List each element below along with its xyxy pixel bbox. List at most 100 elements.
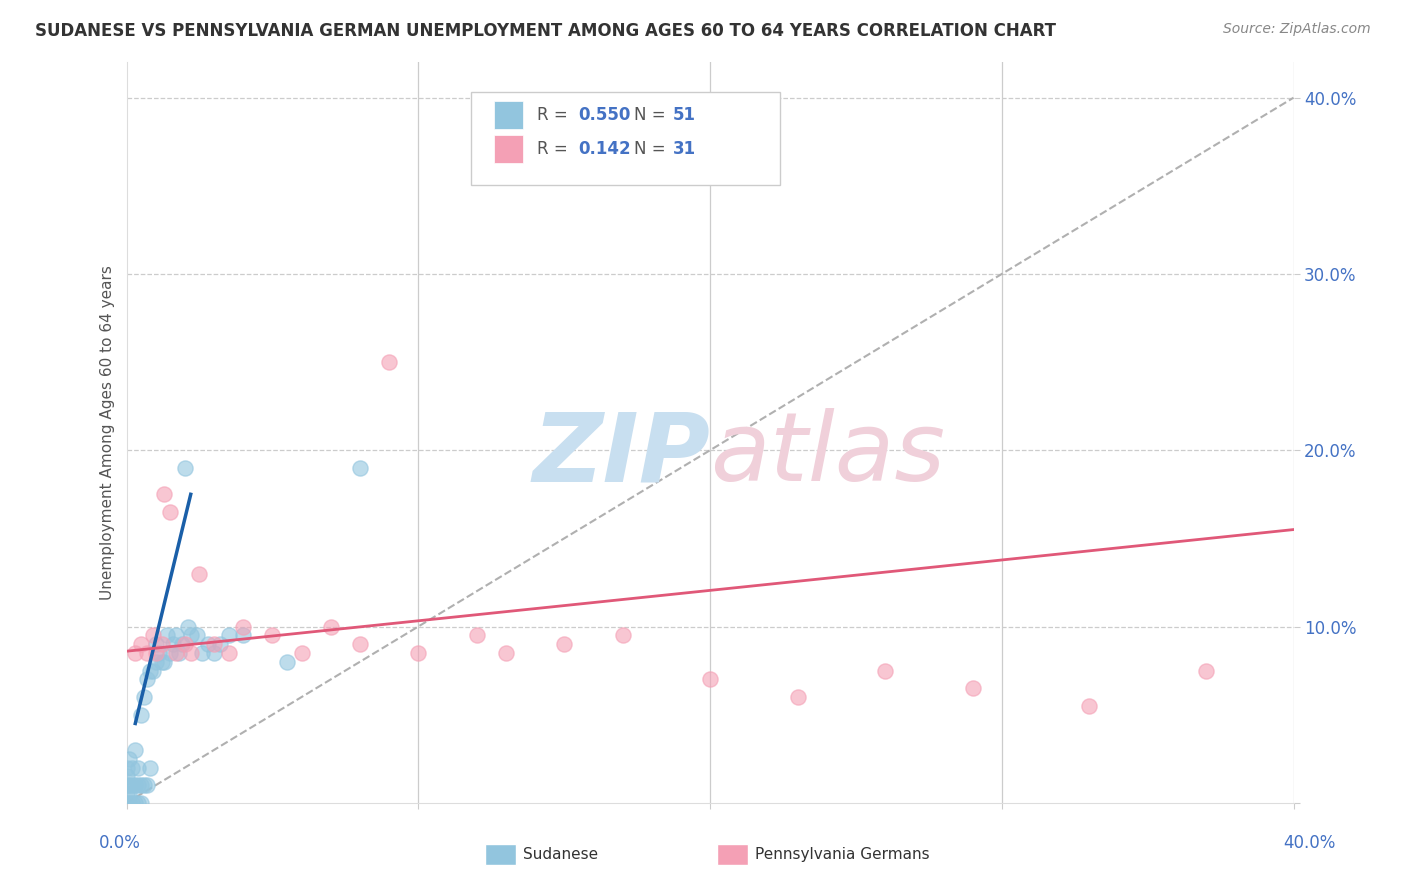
- FancyBboxPatch shape: [494, 135, 523, 163]
- Point: [115, 787, 138, 801]
- Point: [121, 796, 143, 810]
- Text: Pennsylvania Germans: Pennsylvania Germans: [755, 847, 929, 862]
- Point: [202, 646, 225, 660]
- Point: [232, 619, 254, 633]
- Point: [180, 646, 202, 660]
- Point: [378, 355, 401, 369]
- Point: [349, 637, 371, 651]
- Point: [159, 505, 181, 519]
- Point: [319, 619, 342, 633]
- Point: [139, 760, 162, 774]
- Text: Sudanese: Sudanese: [523, 847, 598, 862]
- Point: [124, 778, 146, 792]
- Text: R =: R =: [537, 140, 574, 158]
- Point: [177, 619, 200, 633]
- Point: [136, 778, 159, 792]
- Point: [142, 628, 165, 642]
- Point: [612, 628, 634, 642]
- Point: [465, 628, 488, 642]
- Text: ZIP: ZIP: [531, 409, 710, 501]
- Point: [174, 461, 197, 475]
- Point: [145, 646, 167, 660]
- Text: R =: R =: [537, 106, 574, 124]
- Point: [145, 637, 167, 651]
- Point: [553, 637, 575, 651]
- Point: [167, 646, 190, 660]
- Point: [191, 646, 214, 660]
- Point: [118, 752, 141, 766]
- Text: 0.0%: 0.0%: [98, 834, 141, 852]
- Point: [153, 487, 176, 501]
- Point: [159, 646, 181, 660]
- Point: [132, 778, 155, 792]
- Point: [180, 628, 202, 642]
- Point: [218, 628, 240, 642]
- Point: [121, 778, 143, 792]
- Y-axis label: Unemployment Among Ages 60 to 64 years: Unemployment Among Ages 60 to 64 years: [100, 265, 115, 600]
- Point: [156, 628, 179, 642]
- Point: [124, 796, 146, 810]
- Point: [148, 646, 170, 660]
- Point: [124, 646, 146, 660]
- Point: [132, 690, 155, 704]
- Point: [174, 637, 197, 651]
- Point: [142, 664, 165, 678]
- Point: [786, 690, 808, 704]
- Point: [202, 637, 225, 651]
- Point: [262, 628, 284, 642]
- Point: [115, 769, 138, 783]
- Point: [115, 760, 138, 774]
- Point: [129, 796, 152, 810]
- Point: [115, 796, 138, 810]
- Point: [129, 637, 152, 651]
- Point: [129, 707, 152, 722]
- FancyBboxPatch shape: [471, 92, 780, 185]
- Text: 0.550: 0.550: [578, 106, 630, 124]
- Point: [408, 646, 430, 660]
- Text: 0.142: 0.142: [578, 140, 631, 158]
- Point: [349, 461, 371, 475]
- Text: 31: 31: [672, 140, 696, 158]
- Point: [188, 566, 211, 581]
- Text: atlas: atlas: [710, 409, 945, 501]
- Point: [136, 646, 159, 660]
- Point: [495, 646, 517, 660]
- Point: [150, 637, 173, 651]
- Point: [121, 760, 143, 774]
- Point: [186, 628, 208, 642]
- FancyBboxPatch shape: [494, 101, 523, 129]
- Point: [136, 673, 159, 687]
- Point: [127, 778, 149, 792]
- Point: [150, 655, 173, 669]
- Point: [118, 796, 141, 810]
- Point: [699, 673, 721, 687]
- Text: SUDANESE VS PENNSYLVANIA GERMAN UNEMPLOYMENT AMONG AGES 60 TO 64 YEARS CORRELATI: SUDANESE VS PENNSYLVANIA GERMAN UNEMPLOY…: [35, 22, 1056, 40]
- Point: [139, 664, 162, 678]
- Point: [115, 778, 138, 792]
- Text: N =: N =: [634, 140, 671, 158]
- Point: [218, 646, 240, 660]
- Point: [962, 681, 984, 696]
- Point: [165, 646, 187, 660]
- Point: [232, 628, 254, 642]
- Point: [1195, 664, 1218, 678]
- Point: [276, 655, 298, 669]
- Point: [290, 646, 312, 660]
- Point: [118, 778, 141, 792]
- Text: 40.0%: 40.0%: [1284, 834, 1336, 852]
- Text: 51: 51: [672, 106, 696, 124]
- Point: [875, 664, 897, 678]
- Point: [208, 637, 231, 651]
- Point: [127, 760, 149, 774]
- Point: [129, 778, 152, 792]
- Point: [162, 637, 184, 651]
- Text: Source: ZipAtlas.com: Source: ZipAtlas.com: [1223, 22, 1371, 37]
- Point: [145, 655, 167, 669]
- Point: [170, 637, 193, 651]
- Point: [153, 655, 176, 669]
- Text: N =: N =: [634, 106, 671, 124]
- Point: [124, 743, 146, 757]
- Point: [165, 628, 187, 642]
- Point: [127, 796, 149, 810]
- Point: [118, 787, 141, 801]
